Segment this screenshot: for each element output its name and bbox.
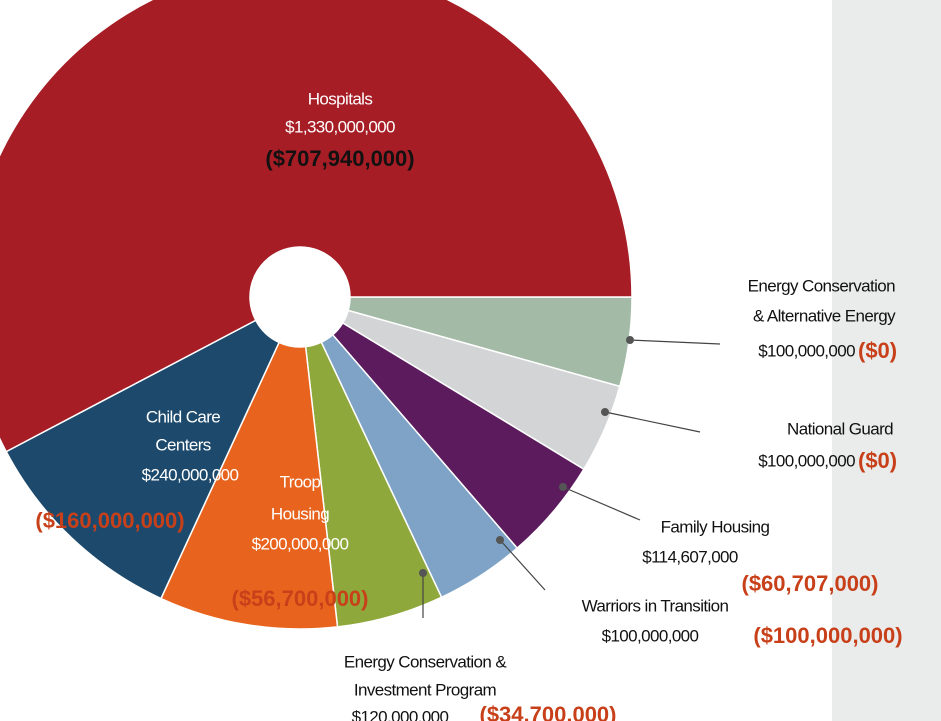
segment-reduction: ($707,940,000) (265, 146, 414, 171)
leader-line (629, 339, 721, 345)
segment-name: Hospitals (308, 89, 373, 108)
segment-reduction: ($100,000,000) (753, 623, 902, 648)
wedge (159, 341, 339, 630)
segment-name: Energy Conservation (748, 276, 895, 295)
side-panel (832, 0, 941, 721)
segment-value: $120,000,000 (352, 707, 449, 721)
segment-reduction: ($56,700,000) (232, 586, 369, 611)
segment-name: Energy Conservation & (344, 652, 507, 671)
segment-value: $114,607,000 (642, 547, 738, 566)
leader-dot (559, 483, 567, 491)
segment-value: $100,000,000 (758, 341, 855, 360)
segment-name: Family Housing (661, 517, 770, 536)
segment-name: National Guard (787, 419, 893, 438)
segment-name: Centers (155, 435, 210, 454)
leader-line (499, 539, 546, 591)
leader-dot (419, 569, 427, 577)
segment-reduction: ($160,000,000) (35, 508, 184, 533)
donut (0, 0, 633, 630)
segment-name: Housing (271, 504, 329, 523)
leader-dot (601, 408, 609, 416)
segment-value: $1,330,000,000 (285, 117, 395, 136)
leader-dot (496, 536, 504, 544)
wedge (5, 319, 281, 600)
leader-line (562, 486, 641, 521)
segment-reduction: ($34,700,000) (480, 702, 617, 721)
segment-value: $100,000,000 (602, 626, 699, 645)
segment-name: Child Care (146, 407, 220, 426)
labels: Energy Conservation & Alternative Energy $… (35, 89, 902, 721)
segment-name: Troop (280, 472, 321, 491)
segment-reduction: ($0) (858, 338, 897, 363)
segment-name: & Alternative Energy (753, 306, 896, 325)
wedge (0, 0, 633, 453)
segment-name: Warriors in Transition (582, 596, 729, 615)
segment-reduction: ($60,707,000) (742, 571, 879, 596)
segment-name: Investment Program (354, 680, 497, 699)
segment-reduction: ($0) (858, 448, 897, 473)
segment-value: $240,000,000 (142, 465, 239, 484)
leader-dot (626, 336, 634, 344)
segment-value: $200,000,000 (252, 534, 349, 553)
leader-line (604, 411, 701, 433)
segment-value: $100,000,000 (758, 451, 855, 470)
